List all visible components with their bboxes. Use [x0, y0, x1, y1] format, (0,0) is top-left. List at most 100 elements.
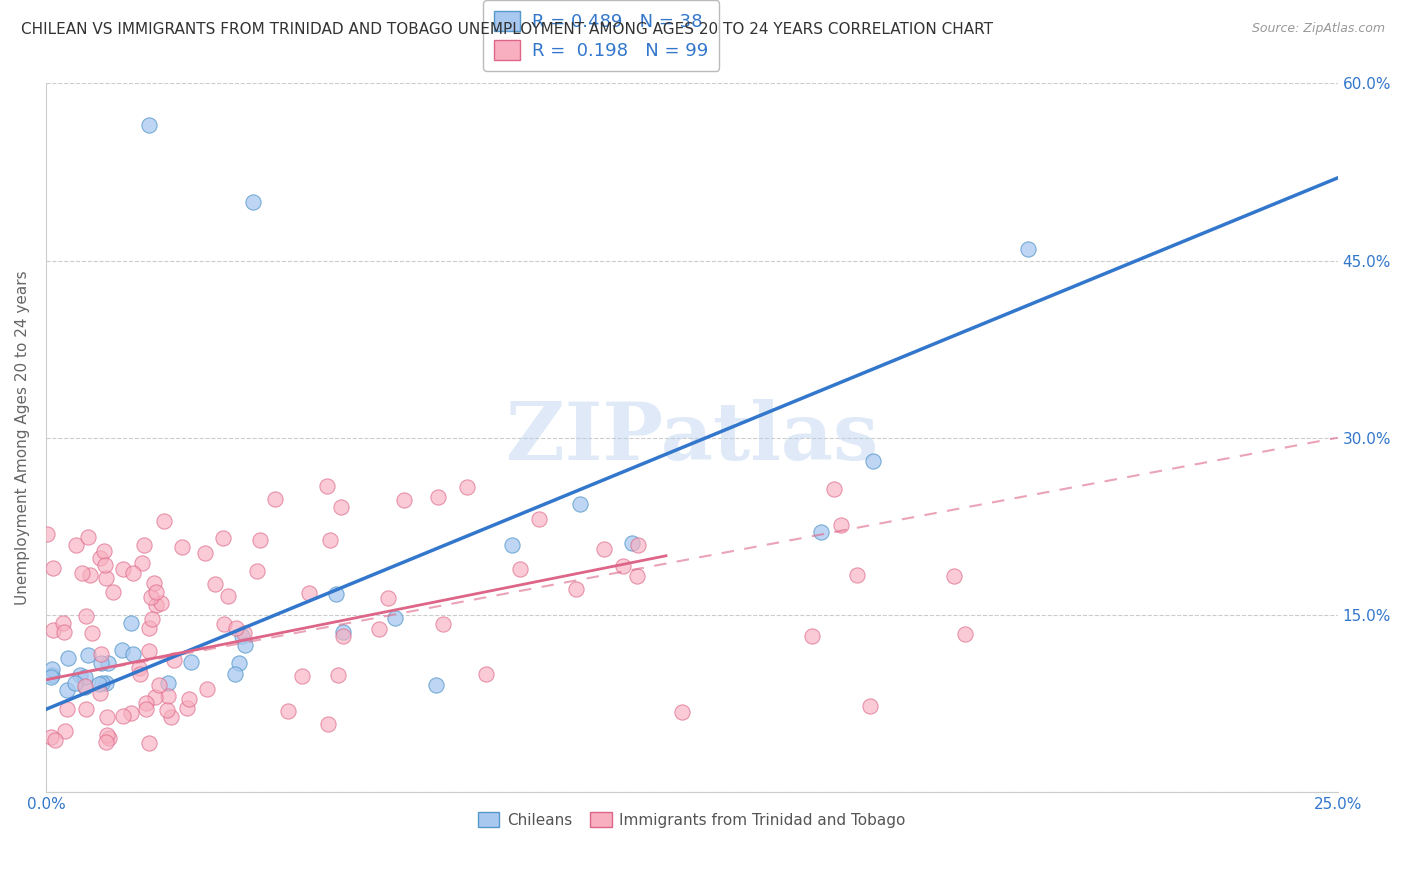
Point	[103, 585, 125, 599]
Point	[134, 538, 156, 552]
Point	[318, 716, 340, 731]
Point	[176, 701, 198, 715]
Point	[131, 556, 153, 570]
Point	[801, 629, 824, 643]
Point	[41, 667, 63, 681]
Point	[195, 681, 218, 696]
Point	[97, 656, 120, 670]
Point	[501, 538, 523, 552]
Point	[73, 680, 96, 694]
Point	[87, 677, 110, 691]
Point	[138, 621, 160, 635]
Point	[77, 531, 100, 545]
Point	[111, 643, 134, 657]
Point	[156, 675, 179, 690]
Point	[52, 624, 75, 639]
Point	[44, 732, 66, 747]
Point	[326, 667, 349, 681]
Point	[82, 626, 104, 640]
Point	[264, 492, 287, 507]
Point	[172, 541, 194, 555]
Point	[75, 608, 97, 623]
Point	[823, 482, 845, 496]
Point	[138, 736, 160, 750]
Point	[953, 626, 976, 640]
Point	[291, 669, 314, 683]
Point	[70, 566, 93, 580]
Point	[52, 615, 75, 630]
Text: ZIPatlas: ZIPatlas	[506, 399, 877, 476]
Point	[592, 541, 614, 556]
Point	[246, 564, 269, 578]
Point	[69, 668, 91, 682]
Point	[138, 118, 160, 132]
Point	[122, 566, 145, 580]
Point	[384, 610, 406, 624]
Point	[56, 702, 79, 716]
Point	[120, 706, 142, 720]
Point	[55, 682, 77, 697]
Point	[53, 724, 76, 739]
Point	[135, 702, 157, 716]
Point	[277, 704, 299, 718]
Point	[426, 491, 449, 505]
Point	[139, 590, 162, 604]
Point	[39, 670, 62, 684]
Point	[212, 616, 235, 631]
Point	[315, 479, 337, 493]
Point	[94, 571, 117, 585]
Point	[89, 551, 111, 566]
Point	[42, 623, 65, 637]
Point	[97, 731, 120, 745]
Point	[112, 709, 135, 723]
Point	[128, 661, 150, 675]
Point	[91, 676, 114, 690]
Point	[138, 644, 160, 658]
Point	[73, 680, 96, 694]
Legend: Chileans, Immigrants from Trinidad and Tobago: Chileans, Immigrants from Trinidad and T…	[471, 805, 912, 834]
Point	[942, 569, 965, 583]
Point	[111, 561, 134, 575]
Point	[58, 651, 80, 665]
Point	[332, 624, 354, 639]
Point	[830, 518, 852, 533]
Point	[249, 533, 271, 547]
Point	[329, 500, 352, 515]
Point	[143, 575, 166, 590]
Point	[129, 667, 152, 681]
Point	[96, 709, 118, 723]
Point	[42, 561, 65, 575]
Point	[143, 690, 166, 704]
Point	[298, 585, 321, 599]
Point	[39, 730, 62, 744]
Point	[565, 582, 588, 597]
Point	[1017, 242, 1039, 256]
Point	[159, 710, 181, 724]
Point	[377, 591, 399, 605]
Point	[432, 617, 454, 632]
Point	[529, 512, 551, 526]
Point	[135, 696, 157, 710]
Y-axis label: Unemployment Among Ages 20 to 24 years: Unemployment Among Ages 20 to 24 years	[15, 270, 30, 605]
Point	[93, 544, 115, 558]
Point	[626, 569, 648, 583]
Point	[89, 686, 111, 700]
Point	[621, 536, 644, 550]
Point	[233, 625, 256, 640]
Point	[148, 678, 170, 692]
Point	[35, 526, 58, 541]
Point	[859, 699, 882, 714]
Text: CHILEAN VS IMMIGRANTS FROM TRINIDAD AND TOBAGO UNEMPLOYMENT AMONG AGES 20 TO 24 : CHILEAN VS IMMIGRANTS FROM TRINIDAD AND …	[21, 22, 993, 37]
Point	[149, 596, 172, 610]
Point	[94, 735, 117, 749]
Point	[90, 656, 112, 670]
Point	[627, 538, 650, 552]
Point	[65, 676, 87, 690]
Point	[65, 537, 87, 551]
Point	[569, 497, 592, 511]
Point	[325, 586, 347, 600]
Point	[671, 705, 693, 719]
Point	[217, 589, 239, 603]
Point	[242, 194, 264, 209]
Point	[224, 666, 246, 681]
